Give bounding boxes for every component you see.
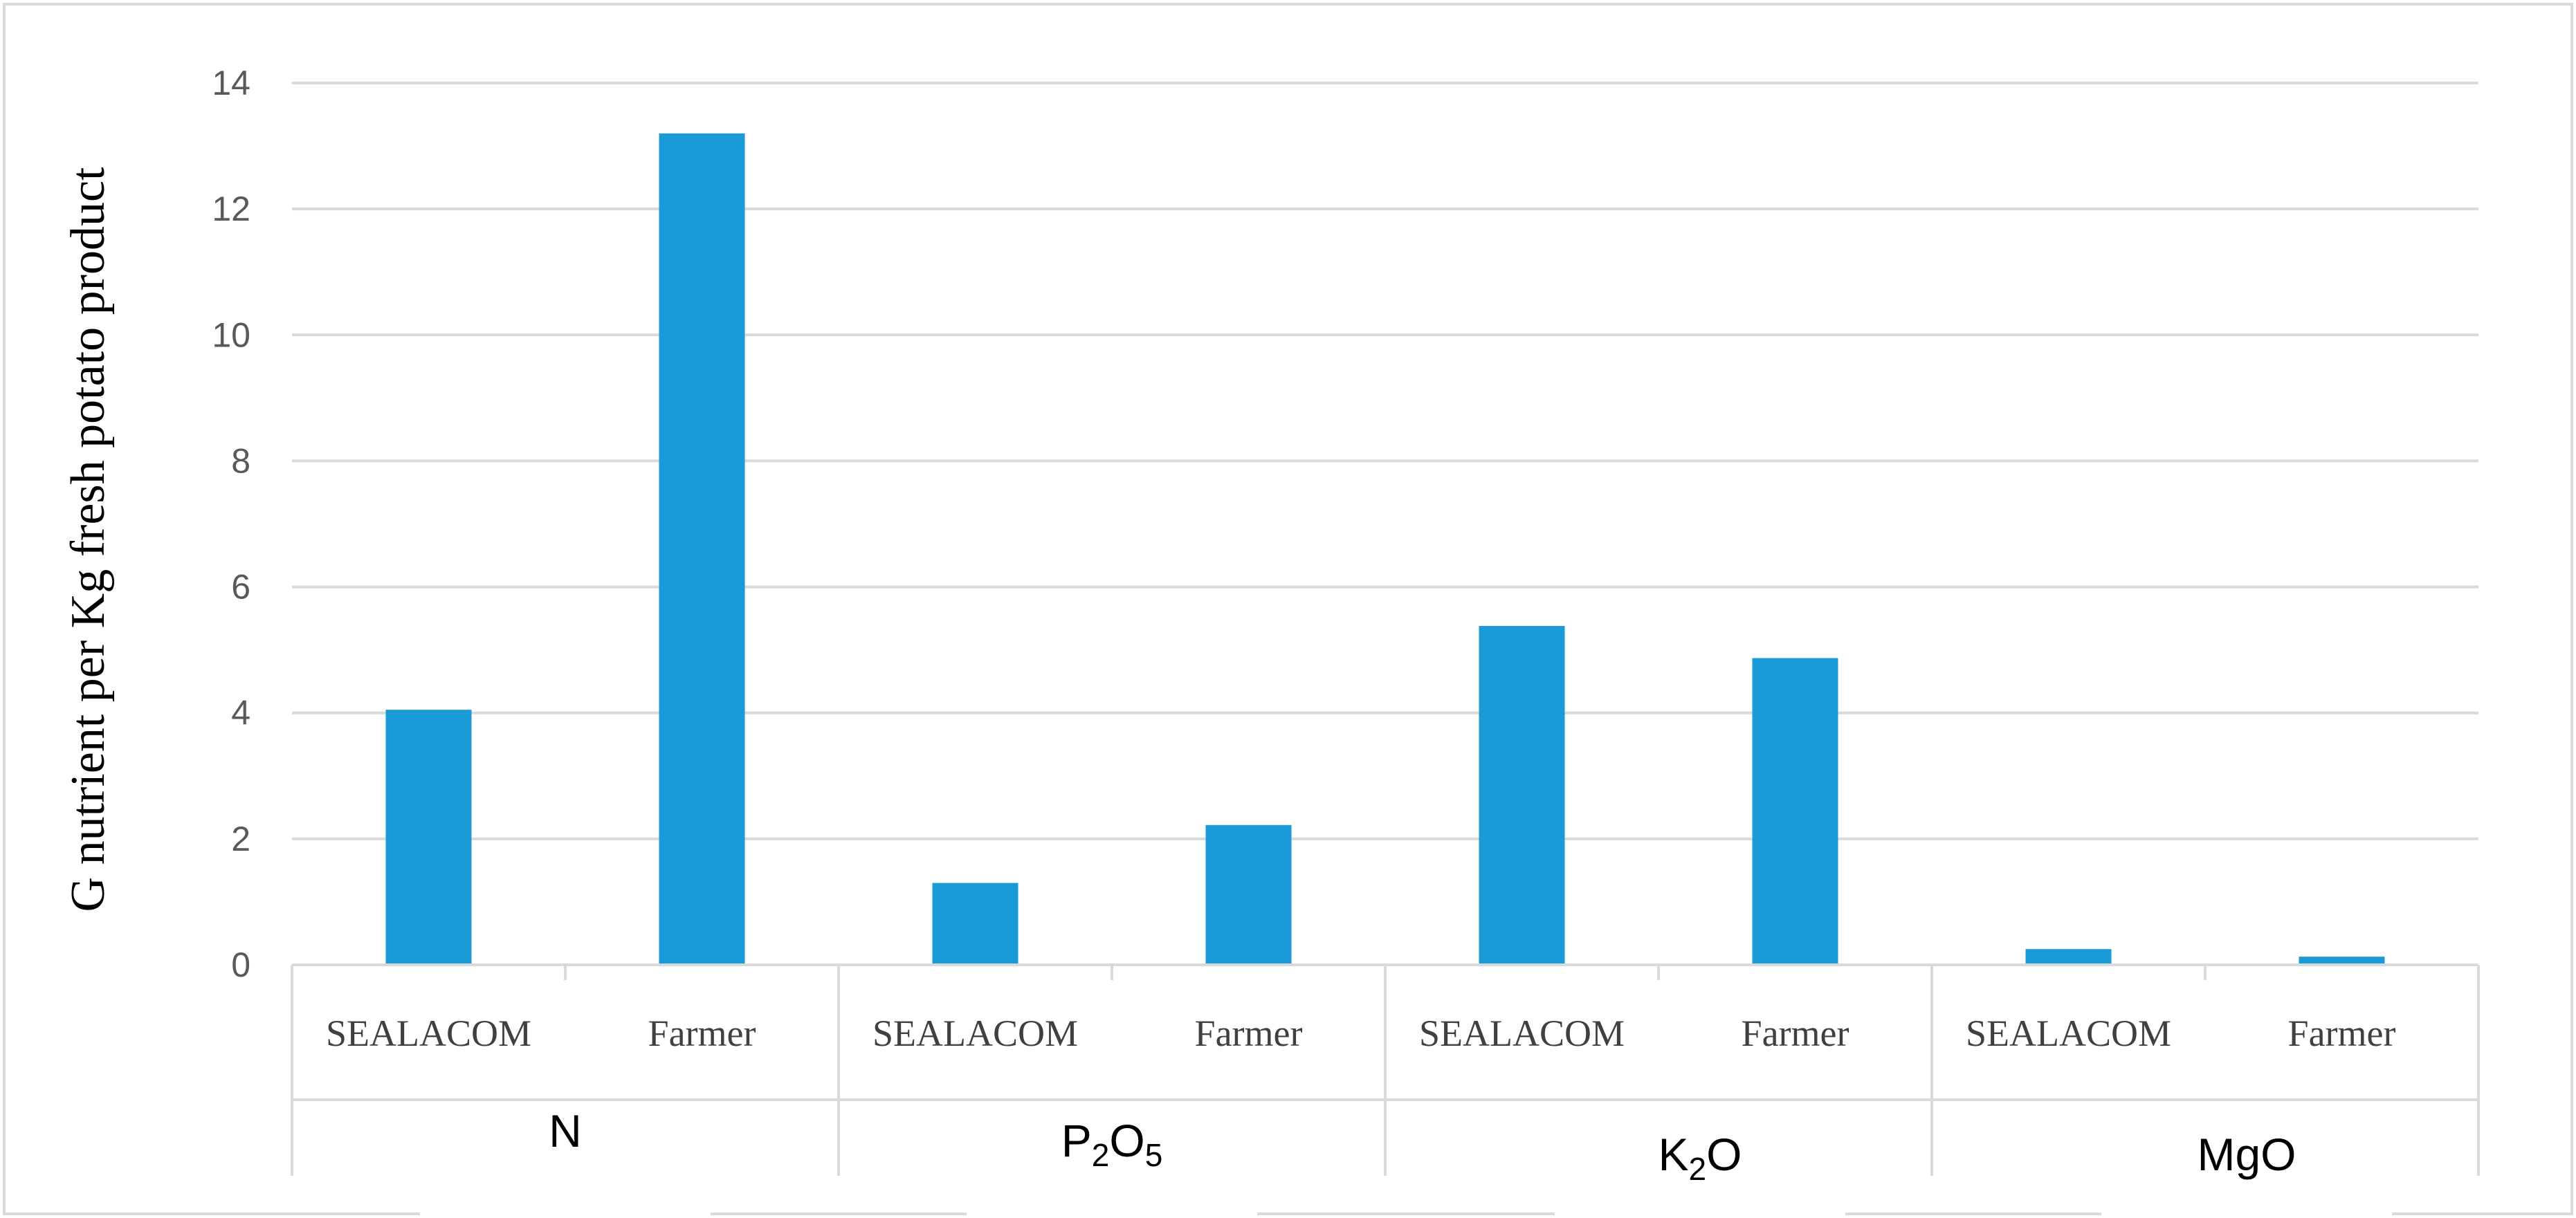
category-label: Farmer [1195,1013,1303,1054]
y-tick-label: 4 [231,694,250,732]
y-tick-label: 6 [231,568,250,607]
category-label: Farmer [648,1013,756,1054]
chart-border [3,3,2573,1215]
category-label: SEALACOM [873,1013,1078,1054]
bar-5 [1752,658,1838,965]
y-tick-label: 8 [231,441,250,480]
category-label: Farmer [1742,1013,1849,1054]
bar-4 [1479,626,1565,965]
y-tick-label: 12 [212,190,250,228]
y-axis-tick-labels: 0 2 4 6 8 10 12 14 [212,64,250,984]
bar-2 [932,883,1018,965]
bar-7 [2299,957,2385,965]
bar-3 [1205,824,1292,965]
bar-1 [659,133,745,965]
category-label: SEALACOM [1419,1013,1625,1054]
group-label-box [420,1155,711,1218]
category-label: SEALACOM [326,1013,531,1054]
group-label-1: P2O5 [1061,1115,1163,1173]
bar-6 [2025,949,2112,965]
group-label-box [2101,1155,2392,1218]
group-label-3: MgO [2197,1129,2296,1180]
group-labels: N P2O5 K2O MgO [420,1105,2392,1218]
y-tick-label: 10 [212,315,250,354]
y-tick-label: 0 [231,945,250,984]
x-axis [291,963,2480,1176]
category-labels: SEALACOM Farmer SEALACOM Farmer SEALACOM Farm… [326,1013,2396,1054]
group-label-box [1555,1155,1845,1218]
group-label-box [967,1155,1257,1218]
y-tick-label: 2 [231,820,250,858]
y-axis-title: G nutrient per Kg fresh potato product [62,167,115,912]
group-label-0: N [549,1105,582,1156]
bar-0 [385,710,472,965]
category-label: Farmer [2288,1013,2396,1054]
y-tick-label: 14 [212,64,250,102]
category-label: SEALACOM [1966,1013,2171,1054]
group-label-2: K2O [1659,1129,1742,1187]
bars [385,133,2385,965]
